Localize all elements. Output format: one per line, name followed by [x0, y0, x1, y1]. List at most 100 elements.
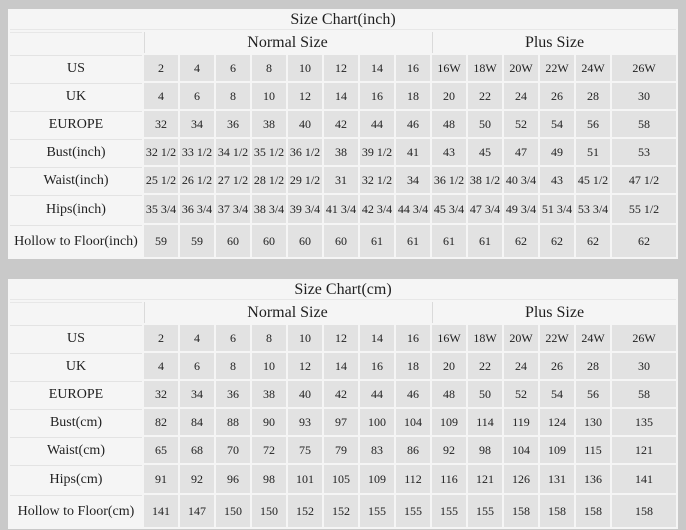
size-cell: 46 — [396, 381, 430, 407]
size-cell: 22 — [468, 83, 502, 109]
size-cell: 68 — [180, 437, 214, 463]
size-cell: 12 — [324, 55, 358, 81]
size-cell: 16 — [360, 353, 394, 379]
size-cell: 41 — [396, 139, 430, 165]
size-cell: 53 3/4 — [576, 195, 610, 223]
size-cell: 59 — [180, 225, 214, 257]
size-cell: 16 — [360, 83, 394, 109]
size-cell: 37 3/4 — [216, 195, 250, 223]
size-cell: 45 1/2 — [576, 167, 610, 193]
size-cell: 136 — [576, 465, 610, 493]
table-row: Hips(inch) 35 3/4 36 3/4 37 3/4 38 3/4 39 3/4… — [10, 195, 676, 223]
size-cell: 155 — [432, 495, 466, 527]
size-cell: 126 — [504, 465, 538, 493]
size-cell: 54 — [540, 111, 574, 137]
size-cell: 38 1/2 — [468, 167, 502, 193]
size-cell: 30 — [612, 83, 676, 109]
size-cell: 158 — [576, 495, 610, 527]
size-cell: 62 — [576, 225, 610, 257]
size-cell: 6 — [216, 325, 250, 351]
row-label: EUROPE — [10, 381, 142, 407]
size-cell: 28 — [576, 83, 610, 109]
size-cell: 24 — [504, 83, 538, 109]
size-cell: 58 — [612, 381, 676, 407]
size-cell: 50 — [468, 381, 502, 407]
size-cell: 38 — [252, 381, 286, 407]
size-cell: 62 — [612, 225, 676, 257]
table-row: US 2 4 6 8 10 12 14 16 16W 18W 20W 22W 24W 26W — [10, 325, 676, 351]
size-cell: 38 3/4 — [252, 195, 286, 223]
size-cell: 6 — [216, 55, 250, 81]
size-cell: 51 — [576, 139, 610, 165]
size-cell: 152 — [324, 495, 358, 527]
size-cell: 147 — [180, 495, 214, 527]
size-cell: 30 — [612, 353, 676, 379]
size-cell: 24W — [576, 55, 610, 81]
size-cell: 12 — [324, 325, 358, 351]
size-cell: 96 — [216, 465, 250, 493]
size-cell: 158 — [504, 495, 538, 527]
size-cell: 16W — [432, 55, 466, 81]
size-cell: 97 — [324, 409, 358, 435]
size-cell: 45 3/4 — [432, 195, 466, 223]
size-cell: 14 — [324, 83, 358, 109]
row-label: Waist(cm) — [10, 437, 142, 463]
size-cell: 16W — [432, 325, 466, 351]
size-cell: 34 — [396, 167, 430, 193]
size-cell: 104 — [504, 437, 538, 463]
size-cell: 29 1/2 — [288, 167, 322, 193]
size-cell: 158 — [540, 495, 574, 527]
size-cell: 91 — [144, 465, 178, 493]
size-cell: 86 — [396, 437, 430, 463]
size-cell: 40 3/4 — [504, 167, 538, 193]
row-label: Waist(inch) — [10, 167, 142, 193]
size-cell: 56 — [576, 381, 610, 407]
table-title: Size Chart(cm) — [10, 281, 676, 300]
size-cell: 115 — [576, 437, 610, 463]
size-cell: 35 3/4 — [144, 195, 178, 223]
size-cell: 59 — [144, 225, 178, 257]
size-cell: 43 — [432, 139, 466, 165]
size-cell: 61 — [432, 225, 466, 257]
size-cell: 26 1/2 — [180, 167, 214, 193]
size-cell: 42 — [324, 111, 358, 137]
size-cell: 98 — [252, 465, 286, 493]
table-title-row: Size Chart(cm) — [10, 281, 676, 300]
size-cell: 114 — [468, 409, 502, 435]
size-cell: 101 — [288, 465, 322, 493]
table-row: UK 4 6 8 10 12 14 16 18 20 22 24 26 28 30 — [10, 83, 676, 109]
size-cell: 131 — [540, 465, 574, 493]
row-label: Hollow to Floor(cm) — [10, 495, 142, 527]
size-cell: 36 1/2 — [288, 139, 322, 165]
size-cell: 36 — [216, 381, 250, 407]
size-cell: 10 — [252, 353, 286, 379]
size-cell: 6 — [180, 353, 214, 379]
size-cell: 56 — [576, 111, 610, 137]
size-cell: 33 1/2 — [180, 139, 214, 165]
size-cell: 150 — [252, 495, 286, 527]
size-cell: 16 — [396, 55, 430, 81]
size-cell: 84 — [180, 409, 214, 435]
size-cell: 10 — [252, 83, 286, 109]
row-label: Bust(inch) — [10, 139, 142, 165]
table-title: Size Chart(inch) — [10, 11, 676, 30]
size-cell: 90 — [252, 409, 286, 435]
table-row: UK 4 6 8 10 12 14 16 18 20 22 24 26 28 30 — [10, 353, 676, 379]
size-cell: 34 — [180, 381, 214, 407]
size-cell: 38 — [252, 111, 286, 137]
size-cell: 92 — [180, 465, 214, 493]
corner-cell — [10, 302, 142, 323]
size-cell: 36 3/4 — [180, 195, 214, 223]
row-label: US — [10, 55, 142, 81]
size-cell: 155 — [396, 495, 430, 527]
row-label: UK — [10, 83, 142, 109]
size-cell: 121 — [468, 465, 502, 493]
size-cell: 24W — [576, 325, 610, 351]
normal-size-header: Normal Size — [144, 302, 430, 323]
size-cell: 16 — [396, 325, 430, 351]
table-row: EUROPE 32 34 36 38 40 42 44 46 48 50 52 54 56 58 — [10, 111, 676, 137]
size-cell: 109 — [540, 437, 574, 463]
size-cell: 36 — [216, 111, 250, 137]
size-cell: 26 — [540, 353, 574, 379]
size-cell: 22W — [540, 55, 574, 81]
